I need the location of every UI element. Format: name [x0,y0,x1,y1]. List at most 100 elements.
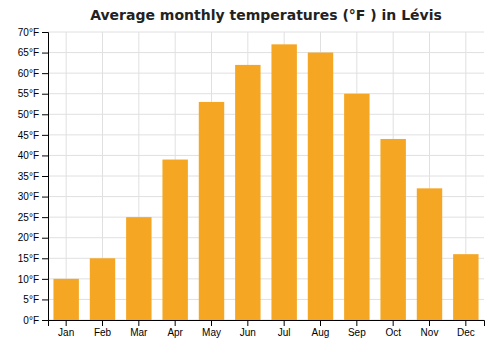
y-tick-mark [42,73,48,74]
x-axis-line [49,321,485,327]
bar [235,65,260,320]
y-axis-line [42,33,49,321]
y-grid-line [48,93,484,94]
y-tick: 15°F [18,253,48,264]
y-grid-line [48,114,484,115]
y-tick-label: 10°F [18,274,39,285]
x-tick-label: Nov [421,327,439,338]
x-tick: May [202,320,221,338]
y-tick-label: 40°F [18,150,39,161]
y-tick: 60°F [18,68,48,79]
x-tick-label: Jun [240,327,256,338]
x-tick-label: Apr [167,327,183,338]
x-tick-mark [393,320,394,326]
y-grid-line [48,52,484,53]
title: Average monthly temperatures (°F ) in Lé… [90,7,442,23]
y-tick-mark [42,217,48,218]
x-tick: Dec [457,320,475,338]
y-tick: 45°F [18,130,48,141]
x-tick: Sep [348,320,366,338]
y-tick: 20°F [18,232,48,243]
y-tick: 5°F [23,294,48,305]
y-tick: 30°F [18,191,48,202]
bar [126,217,151,320]
x-grid-line [66,32,67,320]
y-tick-mark [42,155,48,156]
y-tick-label: 55°F [18,88,39,99]
y-tick-label: 60°F [18,68,39,79]
x-tick-mark [211,320,212,326]
bar [380,139,405,320]
x-tick-mark [320,320,321,326]
x-tick: Aug [312,320,330,338]
x-tick-mark [247,320,248,326]
y-tick-label: 20°F [18,232,39,243]
y-tick-mark [42,197,48,198]
y-tick-mark [42,299,48,300]
bar [90,258,115,320]
y-tick-label: 5°F [23,294,39,305]
x-tick-label: Jul [278,327,291,338]
chart: 0°F 5°F 10°F 15°F 20°F 25°F 30°F 35°F 40°F 45°F 50… [0,0,500,350]
bar [344,94,369,320]
y-tick-label: 25°F [18,212,39,223]
x-tick-label: Feb [94,327,112,338]
bar [53,279,78,320]
x-tick-mark [284,320,285,326]
y-tick: 70°F [18,27,48,38]
y-axis: 0°F 5°F 10°F 15°F 20°F 25°F 30°F 35°F 40°F 45°F 50… [18,27,49,326]
y-tick: 65°F [18,47,48,58]
y-tick-mark [42,32,48,33]
x-tick-label: Dec [457,327,475,338]
x-tick-label: Oct [385,327,401,338]
y-tick-label: 15°F [18,253,39,264]
y-tick-mark [42,114,48,115]
x-tick-label: Mar [130,327,148,338]
y-tick-mark [42,238,48,239]
plot: 0°F 5°F 10°F 15°F 20°F 25°F 30°F 35°F 40°F 45°F 50… [18,27,485,338]
x-tick: Apr [167,320,183,338]
y-tick: 50°F [18,109,48,120]
x-tick-mark [429,320,430,326]
x-tick-label: Sep [348,327,366,338]
y-grid-line [48,155,484,156]
x-tick: Jun [240,320,256,338]
x-axis: Jan Feb Mar Apr May Jun Jul Aug Sep Oct Nov Dec [49,320,485,338]
y-tick: 25°F [18,212,48,223]
y-tick: 35°F [18,171,48,182]
x-tick: Oct [385,320,401,338]
grid [48,32,484,320]
y-tick-label: 65°F [18,47,39,58]
x-tick-mark [102,320,103,326]
x-tick: Feb [94,320,112,338]
y-tick-label: 0°F [23,315,39,326]
x-tick-mark [465,320,466,326]
x-tick-label: Aug [312,327,330,338]
y-tick-mark [42,94,48,95]
x-tick-mark [356,320,357,326]
x-tick: Jan [58,320,74,338]
x-tick-label: Jan [58,327,74,338]
y-tick-mark [42,176,48,177]
y-tick: 10°F [18,274,48,285]
bar [453,254,478,320]
bars [53,44,478,320]
y-grid-line [48,32,484,33]
y-tick-label: 30°F [18,191,39,202]
x-tick: Nov [421,320,439,338]
y-grid-line [48,176,484,177]
y-grid-line [48,134,484,135]
y-tick-mark [42,320,48,321]
x-tick-mark [138,320,139,326]
y-tick-label: 35°F [18,171,39,182]
x-tick: Jul [278,320,291,338]
bar [417,188,442,320]
y-tick-mark [42,53,48,54]
y-tick-label: 45°F [18,130,39,141]
x-tick-mark [175,320,176,326]
bar [308,53,333,320]
y-tick-mark [42,258,48,259]
y-tick-mark [42,279,48,280]
bar [162,160,187,320]
bar [271,44,296,320]
